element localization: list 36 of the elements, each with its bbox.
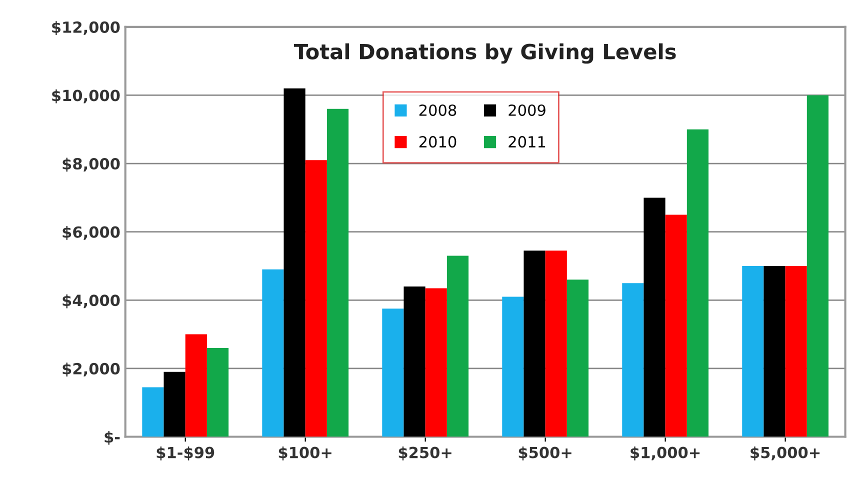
text: Total Donations by Giving Levels <box>294 43 676 64</box>
bar <box>545 250 567 437</box>
bar <box>305 160 327 437</box>
bar <box>502 296 524 437</box>
bar <box>185 334 207 437</box>
y-tick-label: $8,000 <box>62 158 120 172</box>
bar <box>142 387 164 437</box>
bar <box>742 266 764 437</box>
x-tick-label: $250+ <box>398 446 452 460</box>
x-tick-label: $500+ <box>518 446 572 460</box>
x-tick-label: $1,000+ <box>630 446 700 460</box>
bar <box>566 280 589 437</box>
x-tick-label: $100+ <box>278 446 332 460</box>
bar <box>262 269 284 437</box>
bar <box>665 214 687 437</box>
legend-label: 2011 <box>508 136 546 148</box>
bar <box>206 348 229 437</box>
bar <box>425 288 447 437</box>
x-tick-label: $1-$99 <box>156 446 214 460</box>
bar <box>326 108 349 437</box>
y-tick-label: $6,000 <box>62 226 120 240</box>
bar <box>806 95 829 437</box>
legend-label: 2008 <box>419 104 456 116</box>
y-tick-label: $4,000 <box>62 294 120 308</box>
x-tick-label: $5,000+ <box>750 446 820 460</box>
y-tick-label: $2,000 <box>62 362 120 376</box>
y-tick-label: $- <box>104 430 120 445</box>
legend-label: 2009 <box>508 104 546 116</box>
bar <box>785 266 807 437</box>
bar <box>686 129 709 437</box>
y-tick-label: $12,000 <box>52 21 120 35</box>
bar <box>446 256 469 437</box>
bar <box>622 283 644 437</box>
y-tick-label: $10,000 <box>52 89 120 104</box>
legend-label: 2010 <box>419 136 456 148</box>
bar <box>382 308 404 437</box>
